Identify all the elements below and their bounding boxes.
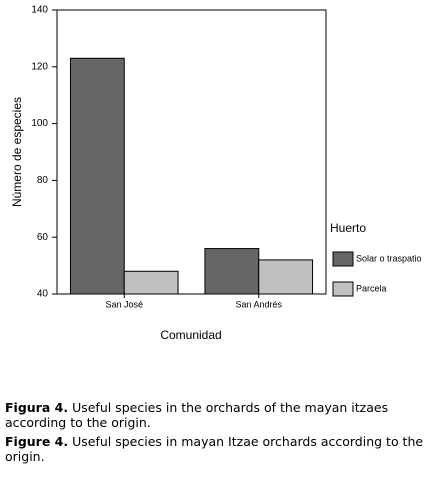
y-tick-label: 140 (31, 5, 48, 16)
x-axis-title: Comunidad (160, 328, 221, 342)
y-tick-label: 80 (37, 175, 49, 186)
legend-label: Solar o traspatio (356, 253, 422, 263)
caption-text: Useful species in mayan Itzae orchards a… (5, 434, 424, 464)
bar (69, 57, 125, 295)
caption-text: Useful species in the orchards of the ma… (5, 400, 389, 430)
legend-swatch (332, 281, 354, 297)
y-tick-label: 120 (31, 61, 48, 72)
legend-swatch (332, 251, 354, 267)
plot-frame (56, 9, 327, 295)
legend-title: Huerto (330, 221, 366, 235)
caption-label: Figura 4. (5, 400, 69, 415)
chart: Número de especies Comunidad Huerto 40 60… (10, 5, 422, 343)
legend-label: Parcela (356, 283, 387, 293)
caption-label: Figure 4. (5, 434, 69, 449)
bar (204, 248, 260, 295)
caption-1: Figura 4. Useful species in the orchards… (5, 400, 437, 430)
y-tick-label: 60 (37, 232, 49, 243)
x-tick-label: San José (105, 299, 143, 309)
bar (123, 270, 179, 295)
y-axis-title: Número de especies (10, 97, 24, 207)
caption-2: Figure 4. Useful species in mayan Itzae … (5, 434, 437, 464)
y-tick-label: 40 (37, 289, 49, 300)
bar (258, 259, 314, 295)
y-tick-label: 100 (31, 118, 48, 129)
x-tick-label: San Andrés (235, 299, 282, 309)
